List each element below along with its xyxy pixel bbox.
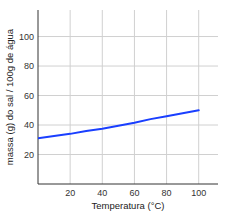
tick-label: 100 [191, 188, 206, 198]
tick-label: 20 [65, 188, 75, 198]
tick-label: 60 [24, 91, 34, 101]
tick-label: 60 [129, 188, 139, 198]
x-axis [38, 184, 218, 185]
grid-line [38, 36, 218, 37]
line [38, 110, 199, 138]
chart-container: 20 40 60 80 100 20 40 60 80 100 Temperatura (°C) ma… [0, 0, 227, 214]
plot-area [38, 110, 199, 138]
y-axis [38, 10, 39, 184]
tick-label: 40 [97, 188, 107, 198]
tick-label: 80 [162, 188, 172, 198]
tick-label: 20 [24, 150, 34, 160]
tick-label: 80 [24, 61, 34, 71]
tick-label: 40 [24, 120, 34, 130]
tick-label: 100 [19, 32, 34, 42]
grid-line [38, 95, 218, 96]
x-axis-label: Temperatura (°C) [92, 200, 165, 211]
grid-line [38, 154, 218, 155]
grid-line [38, 66, 218, 67]
y-axis-label: massa (g) do sal / 100g de água [4, 28, 15, 165]
chart: 20 40 60 80 100 20 40 60 80 100 Temperatura (°C) ma… [0, 0, 227, 214]
